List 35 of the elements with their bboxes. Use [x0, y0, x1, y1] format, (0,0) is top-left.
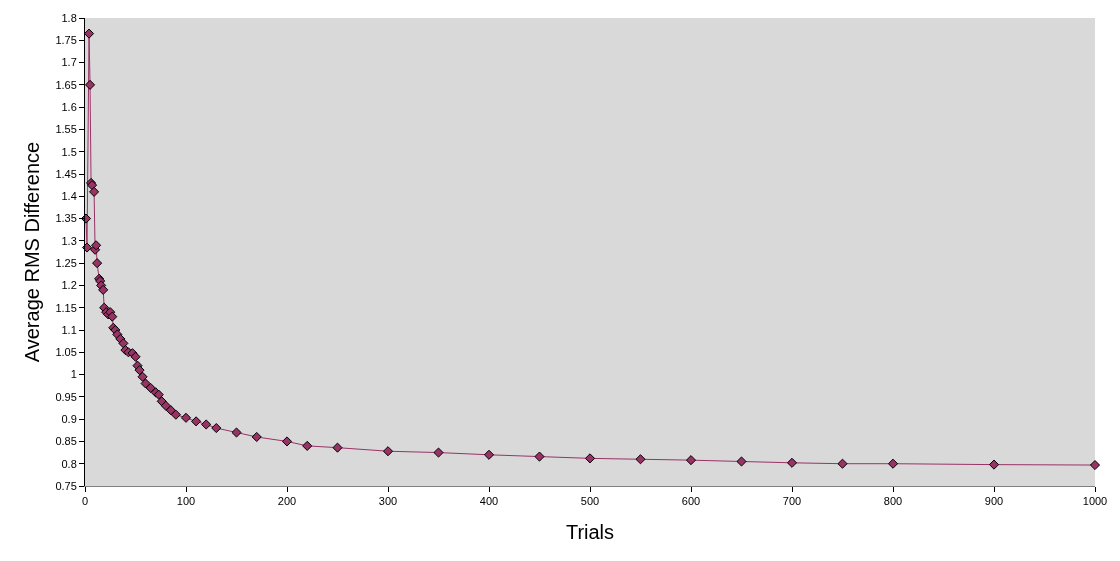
y-tick-label: 1.8: [61, 11, 77, 24]
y-tick-label: 1.45: [55, 167, 77, 180]
y-tick-label: 0.9: [61, 412, 77, 425]
y-tick-label: 1.7: [61, 56, 77, 69]
x-tick-label: 400: [479, 495, 499, 508]
x-tick-label: 900: [984, 495, 1004, 508]
y-tick-label: 1.6: [61, 100, 77, 113]
y-tick-label: 1.2: [61, 279, 77, 292]
x-tick-label: 500: [580, 495, 600, 508]
x-axis-title: Trials: [565, 520, 615, 543]
x-tick-label: 300: [378, 495, 398, 508]
x-tick-label: 1000: [1082, 495, 1108, 508]
x-tick-label: 200: [277, 495, 297, 508]
y-tick-label: 1.3: [61, 234, 77, 247]
y-tick-label: 0.85: [55, 435, 77, 448]
y-tick-label: 1.05: [55, 346, 77, 359]
y-axis-title: Average RMS Difference: [20, 141, 43, 363]
y-tick-label: 1.35: [55, 212, 77, 225]
y-tick-label: 1.4: [61, 190, 77, 203]
y-tick-label: 0.95: [55, 390, 77, 403]
y-tick-label: 1.55: [55, 123, 77, 136]
y-tick-label: 1.5: [61, 145, 77, 158]
y-tick-label: 0.8: [61, 457, 77, 470]
y-tick-label: 1: [70, 368, 77, 381]
y-tick-label: 1.25: [55, 256, 77, 269]
y-tick-label: 1.75: [55, 34, 77, 47]
x-tick-label: 100: [176, 495, 196, 508]
y-tick-label: 1.1: [61, 323, 77, 336]
x-tick-label: 800: [883, 495, 903, 508]
y-tick-label: 0.75: [55, 479, 77, 492]
x-tick-label: 600: [681, 495, 701, 508]
x-tick-label: 700: [782, 495, 802, 508]
y-tick-label: 1.15: [55, 301, 77, 314]
x-tick-label: 0: [81, 495, 89, 508]
y-tick-label: 1.65: [55, 78, 77, 91]
